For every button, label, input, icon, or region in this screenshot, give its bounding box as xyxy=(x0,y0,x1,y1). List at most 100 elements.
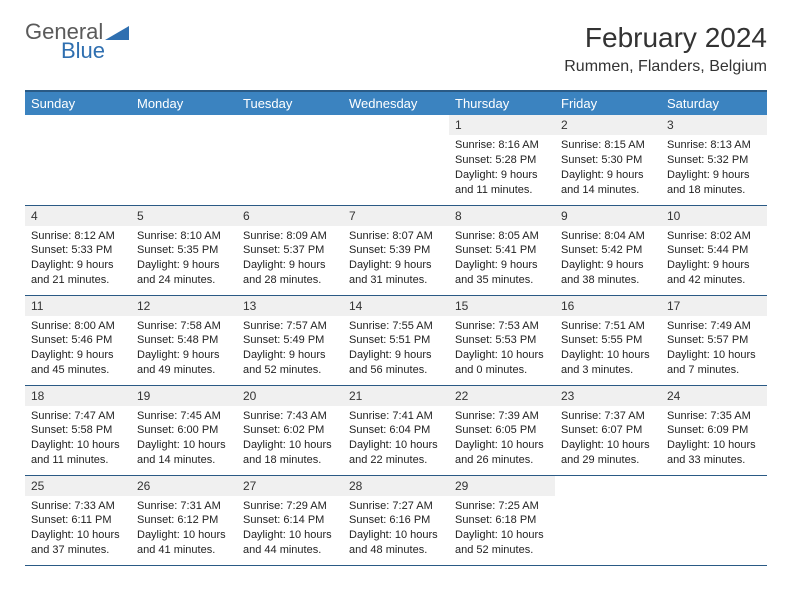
day-details: Sunrise: 7:33 AMSunset: 6:11 PMDaylight:… xyxy=(25,496,131,563)
day-details: Sunrise: 7:45 AMSunset: 6:00 PMDaylight:… xyxy=(131,406,237,473)
day-details: Sunrise: 8:10 AMSunset: 5:35 PMDaylight:… xyxy=(131,226,237,293)
calendar-day-cell xyxy=(555,475,661,565)
day-number: 5 xyxy=(131,206,237,226)
day-details: Sunrise: 7:29 AMSunset: 6:14 PMDaylight:… xyxy=(237,496,343,563)
day-number: 3 xyxy=(661,115,767,135)
day-details: Sunrise: 8:00 AMSunset: 5:46 PMDaylight:… xyxy=(25,316,131,383)
day-number: 8 xyxy=(449,206,555,226)
calendar-day-cell: 19Sunrise: 7:45 AMSunset: 6:00 PMDayligh… xyxy=(131,385,237,475)
calendar-day-cell: 18Sunrise: 7:47 AMSunset: 5:58 PMDayligh… xyxy=(25,385,131,475)
calendar-day-cell: 12Sunrise: 7:58 AMSunset: 5:48 PMDayligh… xyxy=(131,295,237,385)
calendar-day-cell: 27Sunrise: 7:29 AMSunset: 6:14 PMDayligh… xyxy=(237,475,343,565)
day-header: Sunday xyxy=(25,91,131,115)
logo-blue-text: Blue xyxy=(61,41,131,61)
calendar-week-row: 25Sunrise: 7:33 AMSunset: 6:11 PMDayligh… xyxy=(25,475,767,565)
day-details: Sunrise: 8:12 AMSunset: 5:33 PMDaylight:… xyxy=(25,226,131,293)
day-details: Sunrise: 7:25 AMSunset: 6:18 PMDaylight:… xyxy=(449,496,555,563)
calendar-day-cell: 16Sunrise: 7:51 AMSunset: 5:55 PMDayligh… xyxy=(555,295,661,385)
day-details: Sunrise: 8:09 AMSunset: 5:37 PMDaylight:… xyxy=(237,226,343,293)
day-number: 28 xyxy=(343,476,449,496)
calendar-day-cell: 3Sunrise: 8:13 AMSunset: 5:32 PMDaylight… xyxy=(661,115,767,205)
calendar-day-cell: 8Sunrise: 8:05 AMSunset: 5:41 PMDaylight… xyxy=(449,205,555,295)
day-number: 29 xyxy=(449,476,555,496)
day-details: Sunrise: 8:02 AMSunset: 5:44 PMDaylight:… xyxy=(661,226,767,293)
day-number: 23 xyxy=(555,386,661,406)
day-number: 26 xyxy=(131,476,237,496)
day-number: 20 xyxy=(237,386,343,406)
calendar-day-cell xyxy=(661,475,767,565)
calendar-day-cell: 15Sunrise: 7:53 AMSunset: 5:53 PMDayligh… xyxy=(449,295,555,385)
calendar-day-cell: 25Sunrise: 7:33 AMSunset: 6:11 PMDayligh… xyxy=(25,475,131,565)
calendar-day-cell xyxy=(131,115,237,205)
day-number: 25 xyxy=(25,476,131,496)
day-details: Sunrise: 8:05 AMSunset: 5:41 PMDaylight:… xyxy=(449,226,555,293)
day-details: Sunrise: 8:07 AMSunset: 5:39 PMDaylight:… xyxy=(343,226,449,293)
day-details: Sunrise: 7:58 AMSunset: 5:48 PMDaylight:… xyxy=(131,316,237,383)
day-details: Sunrise: 7:31 AMSunset: 6:12 PMDaylight:… xyxy=(131,496,237,563)
calendar-table: SundayMondayTuesdayWednesdayThursdayFrid… xyxy=(25,90,767,566)
day-header: Friday xyxy=(555,91,661,115)
day-number: 17 xyxy=(661,296,767,316)
calendar-day-cell xyxy=(237,115,343,205)
day-number: 10 xyxy=(661,206,767,226)
day-header-row: SundayMondayTuesdayWednesdayThursdayFrid… xyxy=(25,91,767,115)
day-number: 16 xyxy=(555,296,661,316)
day-number: 18 xyxy=(25,386,131,406)
day-number: 9 xyxy=(555,206,661,226)
day-number: 1 xyxy=(449,115,555,135)
day-details: Sunrise: 7:53 AMSunset: 5:53 PMDaylight:… xyxy=(449,316,555,383)
calendar-week-row: 1Sunrise: 8:16 AMSunset: 5:28 PMDaylight… xyxy=(25,115,767,205)
day-details: Sunrise: 8:16 AMSunset: 5:28 PMDaylight:… xyxy=(449,135,555,202)
day-details: Sunrise: 7:47 AMSunset: 5:58 PMDaylight:… xyxy=(25,406,131,473)
calendar-week-row: 4Sunrise: 8:12 AMSunset: 5:33 PMDaylight… xyxy=(25,205,767,295)
day-details: Sunrise: 8:15 AMSunset: 5:30 PMDaylight:… xyxy=(555,135,661,202)
day-details: Sunrise: 7:49 AMSunset: 5:57 PMDaylight:… xyxy=(661,316,767,383)
logo: General Blue xyxy=(25,22,131,61)
day-details: Sunrise: 7:27 AMSunset: 6:16 PMDaylight:… xyxy=(343,496,449,563)
day-number: 15 xyxy=(449,296,555,316)
day-number: 19 xyxy=(131,386,237,406)
page-title: February 2024 xyxy=(564,22,767,54)
calendar-day-cell: 17Sunrise: 7:49 AMSunset: 5:57 PMDayligh… xyxy=(661,295,767,385)
calendar-day-cell: 28Sunrise: 7:27 AMSunset: 6:16 PMDayligh… xyxy=(343,475,449,565)
day-header: Wednesday xyxy=(343,91,449,115)
calendar-day-cell xyxy=(25,115,131,205)
calendar-day-cell: 13Sunrise: 7:57 AMSunset: 5:49 PMDayligh… xyxy=(237,295,343,385)
calendar-day-cell: 5Sunrise: 8:10 AMSunset: 5:35 PMDaylight… xyxy=(131,205,237,295)
day-header: Thursday xyxy=(449,91,555,115)
calendar-day-cell: 7Sunrise: 8:07 AMSunset: 5:39 PMDaylight… xyxy=(343,205,449,295)
calendar-day-cell: 1Sunrise: 8:16 AMSunset: 5:28 PMDaylight… xyxy=(449,115,555,205)
calendar-day-cell: 23Sunrise: 7:37 AMSunset: 6:07 PMDayligh… xyxy=(555,385,661,475)
day-details: Sunrise: 7:51 AMSunset: 5:55 PMDaylight:… xyxy=(555,316,661,383)
day-number: 14 xyxy=(343,296,449,316)
calendar-day-cell: 26Sunrise: 7:31 AMSunset: 6:12 PMDayligh… xyxy=(131,475,237,565)
calendar-day-cell: 11Sunrise: 8:00 AMSunset: 5:46 PMDayligh… xyxy=(25,295,131,385)
day-details: Sunrise: 7:55 AMSunset: 5:51 PMDaylight:… xyxy=(343,316,449,383)
calendar-day-cell: 10Sunrise: 8:02 AMSunset: 5:44 PMDayligh… xyxy=(661,205,767,295)
calendar-day-cell: 21Sunrise: 7:41 AMSunset: 6:04 PMDayligh… xyxy=(343,385,449,475)
day-header: Saturday xyxy=(661,91,767,115)
day-number: 21 xyxy=(343,386,449,406)
calendar-day-cell: 29Sunrise: 7:25 AMSunset: 6:18 PMDayligh… xyxy=(449,475,555,565)
calendar-day-cell: 4Sunrise: 8:12 AMSunset: 5:33 PMDaylight… xyxy=(25,205,131,295)
calendar-day-cell xyxy=(343,115,449,205)
day-number: 11 xyxy=(25,296,131,316)
calendar-week-row: 11Sunrise: 8:00 AMSunset: 5:46 PMDayligh… xyxy=(25,295,767,385)
calendar-day-cell: 24Sunrise: 7:35 AMSunset: 6:09 PMDayligh… xyxy=(661,385,767,475)
day-details: Sunrise: 8:04 AMSunset: 5:42 PMDaylight:… xyxy=(555,226,661,293)
day-details: Sunrise: 7:35 AMSunset: 6:09 PMDaylight:… xyxy=(661,406,767,473)
day-header: Monday xyxy=(131,91,237,115)
calendar-day-cell: 6Sunrise: 8:09 AMSunset: 5:37 PMDaylight… xyxy=(237,205,343,295)
header: General Blue February 2024 Rummen, Fland… xyxy=(25,22,767,76)
calendar-day-cell: 2Sunrise: 8:15 AMSunset: 5:30 PMDaylight… xyxy=(555,115,661,205)
day-details: Sunrise: 8:13 AMSunset: 5:32 PMDaylight:… xyxy=(661,135,767,202)
calendar-day-cell: 22Sunrise: 7:39 AMSunset: 6:05 PMDayligh… xyxy=(449,385,555,475)
day-number: 2 xyxy=(555,115,661,135)
day-number: 13 xyxy=(237,296,343,316)
day-number: 22 xyxy=(449,386,555,406)
calendar-week-row: 18Sunrise: 7:47 AMSunset: 5:58 PMDayligh… xyxy=(25,385,767,475)
location-text: Rummen, Flanders, Belgium xyxy=(564,58,767,76)
calendar-day-cell: 20Sunrise: 7:43 AMSunset: 6:02 PMDayligh… xyxy=(237,385,343,475)
calendar-day-cell: 9Sunrise: 8:04 AMSunset: 5:42 PMDaylight… xyxy=(555,205,661,295)
day-number: 6 xyxy=(237,206,343,226)
